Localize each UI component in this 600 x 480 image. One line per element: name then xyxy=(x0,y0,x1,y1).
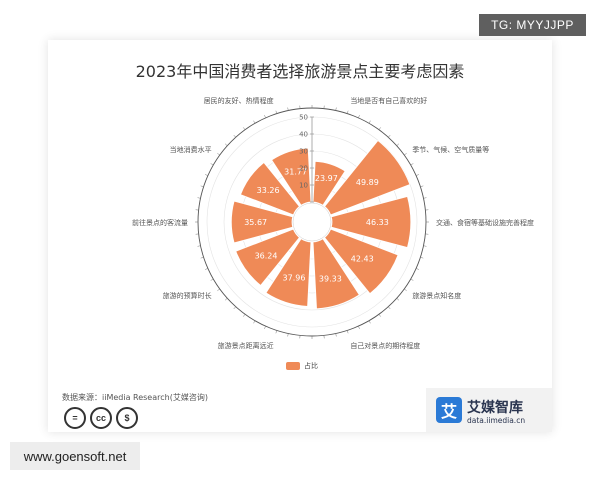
data-source: 数据来源：iiMedia Research(艾媒咨询) xyxy=(62,393,208,402)
outer-tick xyxy=(200,185,204,188)
radial-axis-tick-label: 10 xyxy=(299,182,308,190)
outer-tick xyxy=(416,174,419,176)
category-label: 旅游的预算时长 xyxy=(163,291,212,300)
legend-swatch xyxy=(286,362,300,370)
outer-tick xyxy=(410,278,414,281)
outer-tick xyxy=(404,153,407,156)
brand-logo-icon: 艾 xyxy=(436,397,462,423)
outer-tick xyxy=(420,185,424,188)
brand-name: 艾媒智库 xyxy=(467,400,523,416)
outer-tick xyxy=(253,320,256,324)
outer-tick xyxy=(410,163,414,166)
chart-legend: 占比 xyxy=(286,361,318,371)
outer-tick xyxy=(210,163,214,166)
radial-axis-tick-label: 30 xyxy=(299,148,308,156)
center-hole xyxy=(292,202,332,242)
bar-value-label: 31.77 xyxy=(284,168,307,177)
category-label: 居民的友好、热情程度 xyxy=(204,96,274,105)
outer-tick xyxy=(253,120,256,124)
outer-tick xyxy=(335,333,337,337)
bar-segment xyxy=(240,161,300,216)
bar-segment xyxy=(324,228,399,295)
category-label: 前往景点的客流量 xyxy=(132,218,188,227)
outer-tick xyxy=(416,268,419,270)
category-label: 交通、食宿等基础设施完善程度 xyxy=(436,218,534,227)
chart-title: 2023年中国消费者选择旅游景点主要考虑因素 xyxy=(135,62,465,81)
outer-tick xyxy=(378,127,381,130)
cc-equal-icon: = xyxy=(64,407,86,429)
bar-value-label: 49.89 xyxy=(356,178,379,187)
bar-value-label: 23.97 xyxy=(315,174,338,183)
outer-tick xyxy=(243,127,246,130)
bar-value-label: 33.26 xyxy=(257,186,280,195)
outer-tick xyxy=(217,153,220,156)
cc-noncommercial-icon: $ xyxy=(116,407,138,429)
outer-tick xyxy=(396,298,400,301)
category-label: 旅游景点距离远近 xyxy=(218,341,274,350)
radial-axis-tick-label: 20 xyxy=(299,165,308,173)
category-label: 季节、气候、空气质量等 xyxy=(412,145,489,154)
outer-tick xyxy=(346,330,349,334)
outer-tick xyxy=(423,245,427,247)
outer-tick xyxy=(420,256,424,259)
brand-url: data.iimedia.cn xyxy=(467,416,526,425)
bar-value-label: 42.43 xyxy=(351,254,374,263)
legend-label: 占比 xyxy=(304,362,318,370)
outer-tick xyxy=(217,288,220,291)
outer-tick xyxy=(423,197,427,199)
outer-tick xyxy=(233,134,236,138)
outer-tick xyxy=(388,306,391,310)
bar-value-label: 37.96 xyxy=(283,273,306,282)
outer-tick xyxy=(205,268,208,270)
site-watermark: www.goensoft.net xyxy=(10,442,140,470)
bar-segment xyxy=(235,228,300,286)
outer-tick xyxy=(358,326,360,329)
outer-tick xyxy=(264,326,266,329)
outer-tick xyxy=(197,245,201,247)
outer-tick xyxy=(378,314,381,317)
radial-axis-tick-label: 40 xyxy=(299,131,308,139)
radial-axis-tick-label: 50 xyxy=(299,114,308,122)
outer-tick xyxy=(224,298,228,301)
bar-value-label: 35.67 xyxy=(244,218,267,227)
cc-attribution-icon: cc xyxy=(90,407,112,429)
outer-tick xyxy=(275,110,278,114)
outer-tick xyxy=(243,314,246,317)
outer-tick xyxy=(396,143,400,146)
bar-segment xyxy=(330,195,412,249)
category-label: 旅游景点知名度 xyxy=(412,291,461,300)
category-label: 自己对景点的期待程度 xyxy=(350,341,420,350)
bar-segment xyxy=(312,160,346,206)
outer-tick xyxy=(197,197,201,199)
category-label: 当地消费水平 xyxy=(170,145,212,154)
outer-tick xyxy=(224,143,228,146)
bar-segment xyxy=(324,139,411,216)
outer-tick xyxy=(264,115,266,118)
bar-value-label: 39.33 xyxy=(319,275,342,284)
outer-tick xyxy=(200,256,204,259)
outer-tick xyxy=(210,278,214,281)
bar-segment xyxy=(230,200,294,244)
bar-segment xyxy=(271,147,312,206)
outer-tick xyxy=(275,330,278,334)
outer-tick xyxy=(358,115,360,118)
outer-tick xyxy=(205,174,208,176)
bar-value-label: 46.33 xyxy=(366,218,389,227)
outer-tick xyxy=(287,333,289,337)
outer-tick xyxy=(368,320,371,324)
bar-segment xyxy=(312,238,360,310)
category-label: 当地是否有自己喜欢的好 xyxy=(350,96,427,105)
bar-value-label: 36.24 xyxy=(255,251,278,260)
outer-tick xyxy=(404,288,407,291)
outer-tick xyxy=(335,107,337,111)
outer-tick xyxy=(346,110,349,114)
outer-tick xyxy=(287,107,289,111)
tg-badge: TG: MYYJJPP xyxy=(479,14,586,36)
outer-tick xyxy=(233,306,236,310)
bar-segment xyxy=(265,238,312,307)
outer-tick xyxy=(388,134,391,138)
license-icons: = cc $ xyxy=(64,407,138,429)
outer-tick xyxy=(368,120,371,124)
